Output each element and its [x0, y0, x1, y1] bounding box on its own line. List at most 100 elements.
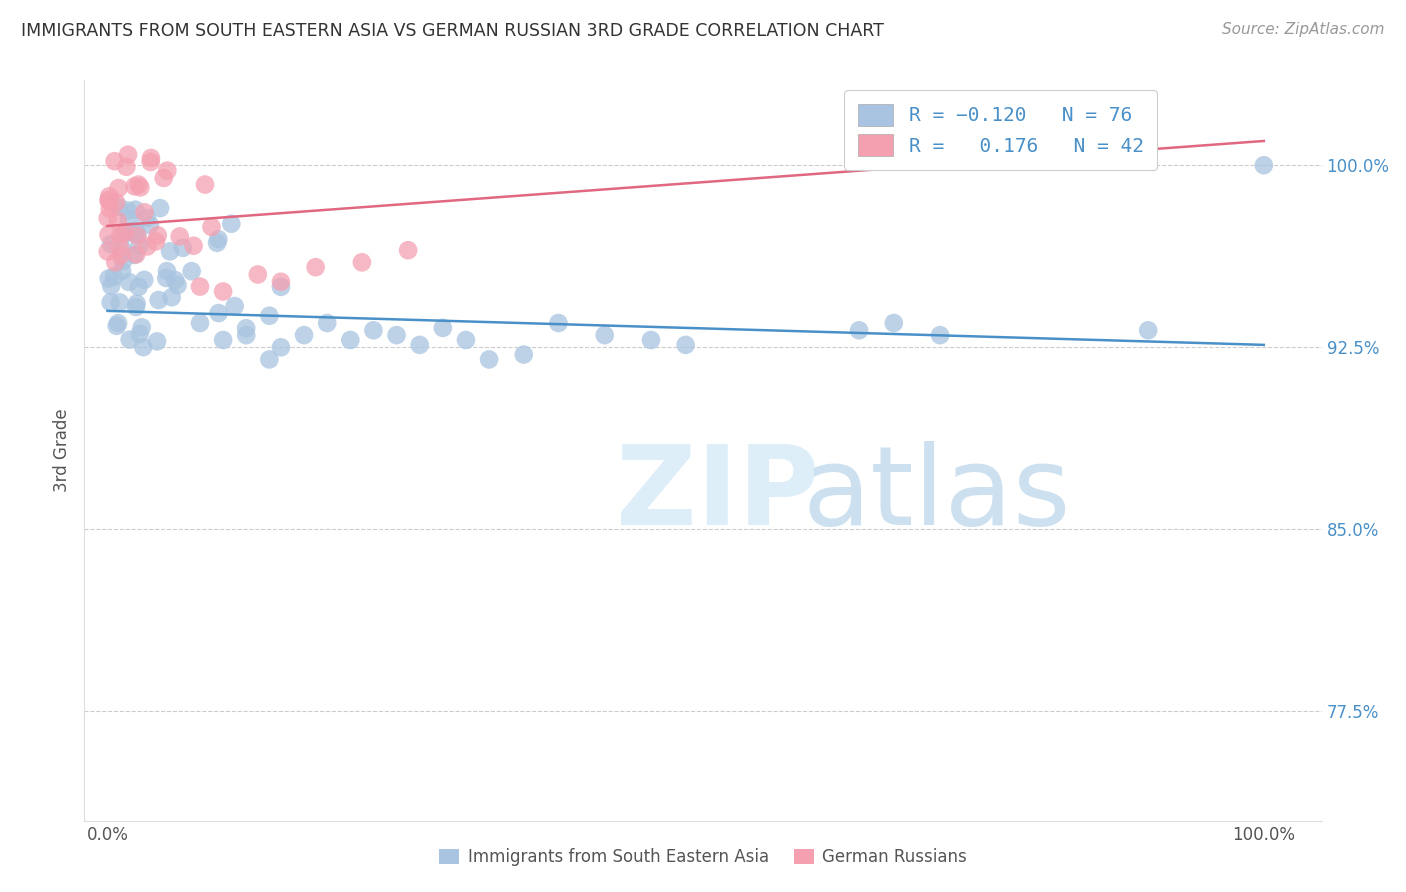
Point	[104, 255, 127, 269]
Point	[114, 227, 136, 241]
Point	[127, 178, 149, 192]
Point	[165, 273, 187, 287]
Point	[135, 211, 157, 225]
Point	[114, 225, 136, 239]
Point	[98, 189, 121, 203]
Point	[166, 278, 188, 293]
Point	[212, 285, 235, 299]
Point	[110, 248, 132, 262]
Point	[97, 193, 120, 207]
Point	[159, 244, 181, 259]
Point	[1253, 158, 1275, 172]
Point	[136, 239, 159, 253]
Point	[128, 239, 150, 253]
Point	[160, 290, 183, 304]
Point	[156, 264, 179, 278]
Point	[454, 333, 477, 347]
Point	[100, 237, 122, 252]
Point	[125, 296, 148, 310]
Point	[188, 279, 211, 293]
Point	[117, 203, 139, 218]
Point	[98, 194, 121, 209]
Point	[104, 154, 127, 169]
Point	[848, 323, 870, 337]
Point	[339, 333, 361, 347]
Point	[547, 316, 569, 330]
Point	[146, 228, 169, 243]
Point	[363, 323, 385, 337]
Point	[139, 155, 162, 169]
Point	[350, 255, 373, 269]
Point	[98, 202, 121, 216]
Point	[115, 160, 138, 174]
Point	[883, 316, 905, 330]
Point	[105, 195, 128, 210]
Point	[127, 228, 149, 243]
Point	[108, 295, 131, 310]
Point	[97, 211, 120, 225]
Point	[107, 200, 129, 214]
Point	[110, 228, 132, 243]
Text: atlas: atlas	[801, 442, 1070, 549]
Point	[139, 218, 162, 232]
Point	[200, 219, 222, 234]
Point	[593, 328, 616, 343]
Point	[111, 264, 134, 278]
Point	[100, 278, 122, 293]
Point	[121, 224, 143, 238]
Point	[131, 320, 153, 334]
Point	[107, 181, 129, 195]
Point	[929, 328, 952, 343]
Point	[97, 271, 120, 285]
Point	[640, 333, 662, 347]
Text: IMMIGRANTS FROM SOUTH EASTERN ASIA VS GERMAN RUSSIAN 3RD GRADE CORRELATION CHART: IMMIGRANTS FROM SOUTH EASTERN ASIA VS GE…	[21, 22, 884, 40]
Point	[270, 340, 292, 354]
Point	[270, 275, 292, 289]
Point	[208, 306, 231, 320]
Point	[97, 227, 120, 242]
Point	[125, 247, 148, 261]
Point	[103, 269, 125, 284]
Point	[128, 280, 150, 294]
Point	[169, 229, 191, 244]
Point	[1137, 323, 1160, 337]
Point	[385, 328, 408, 343]
Point	[105, 318, 128, 333]
Point	[108, 240, 131, 254]
Point	[127, 227, 149, 242]
Point	[124, 202, 146, 217]
Point	[188, 316, 211, 330]
Point	[146, 334, 169, 349]
Point	[212, 333, 235, 347]
Point	[125, 300, 148, 314]
Point	[235, 321, 257, 335]
Point	[118, 333, 141, 347]
Point	[292, 328, 315, 343]
Point	[155, 271, 177, 285]
Text: Source: ZipAtlas.com: Source: ZipAtlas.com	[1222, 22, 1385, 37]
Point	[148, 293, 170, 307]
Point	[117, 147, 139, 161]
Point	[675, 338, 697, 352]
Point	[122, 248, 145, 262]
Point	[316, 316, 339, 330]
Point	[132, 340, 155, 354]
Point	[152, 171, 174, 186]
Point	[172, 241, 194, 255]
Point	[259, 352, 281, 367]
Point	[246, 268, 269, 282]
Point	[107, 214, 129, 228]
Point	[409, 338, 432, 352]
Point	[128, 326, 150, 341]
Point	[221, 217, 243, 231]
Point	[235, 328, 257, 343]
Point	[145, 235, 167, 249]
Point	[118, 212, 141, 227]
Text: ZIP: ZIP	[616, 442, 820, 549]
Point	[224, 299, 246, 313]
Point	[180, 264, 202, 278]
Point	[270, 280, 292, 294]
Point	[100, 295, 122, 310]
Point	[117, 224, 139, 238]
Point	[513, 348, 536, 362]
